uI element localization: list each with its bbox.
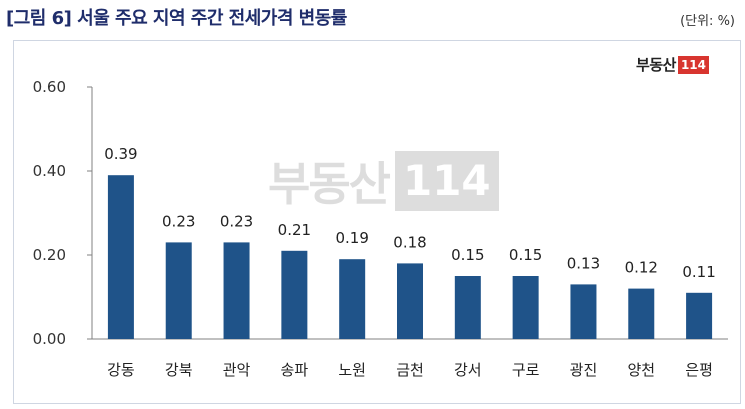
data-label: 0.11	[682, 263, 715, 281]
bar	[281, 250, 308, 339]
category-label: 은평	[685, 361, 713, 379]
data-label: 0.12	[625, 259, 658, 277]
y-tick-label: 0.00	[33, 330, 66, 348]
y-tick-label: 0.20	[33, 246, 66, 264]
brand-logo: 부동산 114	[636, 54, 709, 75]
y-tick-label: 0.60	[33, 78, 66, 96]
chart-title: [그림 6] 서울 주요 지역 주간 전세가격 변동률	[6, 8, 347, 29]
category-label: 노원	[338, 361, 366, 379]
data-label: 0.21	[278, 221, 311, 239]
unit-label: (단위: %)	[680, 14, 735, 29]
bar	[397, 263, 423, 339]
category-label: 금천	[396, 361, 424, 379]
data-label: 0.23	[162, 212, 195, 230]
y-tick-label: 0.40	[33, 162, 66, 180]
bar	[570, 284, 597, 339]
data-label: 0.39	[104, 145, 137, 163]
category-label: 관악	[223, 361, 251, 379]
bar	[165, 242, 192, 339]
bar	[686, 292, 713, 339]
bar	[512, 276, 539, 339]
category-label: 강동	[107, 361, 135, 379]
data-label: 0.23	[220, 212, 253, 230]
category-label: 강북	[165, 361, 193, 379]
bar	[628, 288, 655, 339]
data-label: 0.13	[567, 254, 600, 272]
category-label: 양천	[627, 361, 655, 379]
data-label: 0.18	[393, 233, 426, 251]
data-label: 0.19	[335, 229, 368, 247]
chart-panel	[13, 40, 741, 404]
data-label: 0.15	[451, 246, 484, 264]
category-label: 광진	[570, 361, 598, 379]
logo-text: 부동산	[636, 56, 676, 74]
bar	[107, 175, 134, 339]
category-label: 송파	[281, 361, 309, 379]
bar	[339, 259, 366, 339]
logo-badge: 114	[677, 55, 709, 74]
data-label: 0.15	[509, 246, 542, 264]
category-label: 강서	[454, 361, 482, 379]
bar	[454, 276, 481, 339]
bar	[223, 242, 250, 339]
category-label: 구로	[512, 361, 540, 379]
